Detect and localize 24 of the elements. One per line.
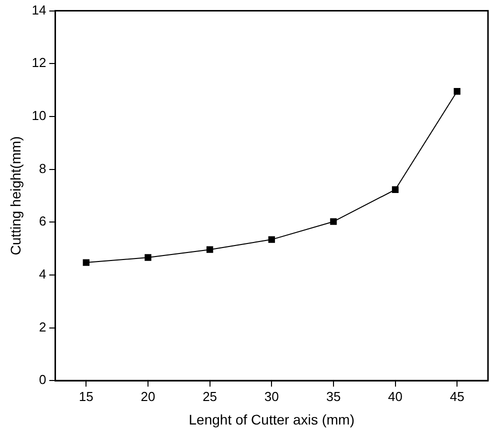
- y-tick-label: 2: [39, 319, 46, 334]
- point: [206, 246, 214, 253]
- y-tick-label: 8: [39, 160, 46, 176]
- x-tick-label: 35: [326, 388, 341, 404]
- y-tick-label: 14: [32, 2, 46, 18]
- y-tick-label: 4: [39, 266, 46, 282]
- point: [454, 88, 460, 95]
- y-tick-label: 10: [32, 108, 46, 124]
- y-tick-label: 6: [39, 214, 46, 229]
- y-axis-title: Cutting height(mm): [7, 136, 24, 256]
- y-tick-label: 12: [32, 55, 46, 70]
- point: [144, 254, 152, 261]
- y-tick-label: 0: [39, 372, 46, 388]
- point: [268, 236, 275, 243]
- x-tick-label: 20: [140, 388, 156, 404]
- x-tick-label: 15: [78, 388, 94, 404]
- point: [330, 218, 337, 225]
- x-tick-label: 30: [264, 388, 279, 404]
- x-axis-title: Lenght of Cutter axis (mm): [188, 411, 354, 428]
- point: [392, 186, 399, 193]
- x-tick-label: 45: [450, 388, 464, 404]
- point: [82, 259, 90, 266]
- x-tick-label: 25: [202, 388, 218, 404]
- x-tick-label: 40: [388, 388, 403, 404]
